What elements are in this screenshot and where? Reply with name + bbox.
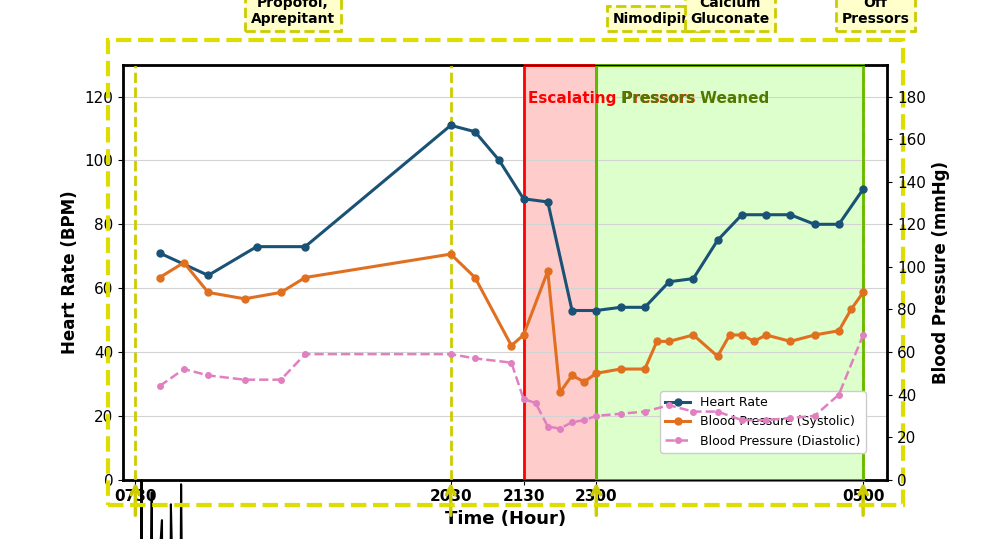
Blood Pressure (Systolic) <box>542 268 554 274</box>
Blood Pressure (Diastolic) <box>712 409 724 415</box>
Blood Pressure (Systolic) <box>760 331 772 338</box>
Heart Rate <box>639 304 651 310</box>
Heart Rate <box>857 186 869 192</box>
Blood Pressure (Diastolic) <box>154 383 166 389</box>
Blood Pressure (Systolic) <box>445 251 457 257</box>
Heart Rate <box>736 211 747 218</box>
Blood Pressure (Systolic) <box>239 295 250 302</box>
Blood Pressure (Diastolic) <box>857 331 869 338</box>
Blood Pressure (Systolic) <box>275 289 287 296</box>
Blood Pressure (Diastolic) <box>760 417 772 423</box>
Blood Pressure (Diastolic) <box>300 351 312 357</box>
Blood Pressure (Systolic) <box>202 289 214 296</box>
Bar <box>524 65 597 480</box>
Heart Rate <box>614 304 626 310</box>
Blood Pressure (Systolic) <box>748 338 760 344</box>
Heart Rate <box>712 237 724 244</box>
Blood Pressure (Systolic) <box>736 331 747 338</box>
Blood Pressure (Diastolic) <box>809 413 820 419</box>
Blood Pressure (Systolic) <box>469 274 481 281</box>
Heart Rate <box>785 211 797 218</box>
Blood Pressure (Diastolic) <box>785 414 797 421</box>
Heart Rate <box>300 244 312 250</box>
Heart Rate <box>833 221 845 227</box>
Text: Propofol,
Aprepitant: Propofol, Aprepitant <box>251 0 335 26</box>
Blood Pressure (Diastolic) <box>529 400 541 406</box>
Blood Pressure (Systolic) <box>845 306 857 313</box>
Blood Pressure (Diastolic) <box>664 402 675 409</box>
Blood Pressure (Systolic) <box>724 331 736 338</box>
Blood Pressure (Diastolic) <box>506 360 518 366</box>
Heart Rate <box>591 307 602 314</box>
Blood Pressure (Systolic) <box>300 274 312 281</box>
Heart Rate <box>809 221 820 227</box>
Line: Heart Rate: Heart Rate <box>156 122 867 314</box>
Blood Pressure (Systolic) <box>651 338 663 344</box>
Text: Pressors Weaned: Pressors Weaned <box>620 91 769 106</box>
Blood Pressure (Systolic) <box>178 259 190 266</box>
Blood Pressure (Systolic) <box>857 289 869 296</box>
Blood Pressure (Systolic) <box>687 331 699 338</box>
Heart Rate <box>445 122 457 129</box>
Blood Pressure (Systolic) <box>712 353 724 360</box>
Blood Pressure (Diastolic) <box>275 376 287 383</box>
Line: Blood Pressure (Systolic): Blood Pressure (Systolic) <box>156 251 867 396</box>
Blood Pressure (Diastolic) <box>578 417 590 423</box>
Text: Nimodipine: Nimodipine <box>612 12 701 26</box>
Blood Pressure (Diastolic) <box>687 409 699 415</box>
Blood Pressure (Diastolic) <box>542 423 554 430</box>
Blood Pressure (Systolic) <box>154 274 166 281</box>
Legend: Heart Rate, Blood Pressure (Systolic), Blood Pressure (Diastolic): Heart Rate, Blood Pressure (Systolic), B… <box>661 391 866 453</box>
Blood Pressure (Diastolic) <box>239 376 250 383</box>
Blood Pressure (Diastolic) <box>554 425 566 432</box>
Text: Escalating Pressors: Escalating Pressors <box>528 91 696 106</box>
Blood Pressure (Systolic) <box>591 370 602 377</box>
Blood Pressure (Systolic) <box>664 338 675 344</box>
Heart Rate <box>542 199 554 205</box>
Bar <box>597 65 863 480</box>
Line: Blood Pressure (Diastolic): Blood Pressure (Diastolic) <box>157 332 866 431</box>
Blood Pressure (Diastolic) <box>639 409 651 415</box>
Heart Rate <box>154 250 166 256</box>
Blood Pressure (Systolic) <box>566 372 578 379</box>
Heart Rate <box>518 196 529 202</box>
Blood Pressure (Diastolic) <box>202 372 214 379</box>
Blood Pressure (Diastolic) <box>469 355 481 362</box>
Blood Pressure (Systolic) <box>785 338 797 344</box>
Blood Pressure (Diastolic) <box>833 391 845 398</box>
X-axis label: Time (Hour): Time (Hour) <box>445 510 566 528</box>
Heart Rate <box>566 307 578 314</box>
Heart Rate <box>250 244 262 250</box>
Y-axis label: Blood Pressure (mmHg): Blood Pressure (mmHg) <box>932 161 950 384</box>
Heart Rate <box>664 279 675 285</box>
Heart Rate <box>469 128 481 135</box>
Blood Pressure (Systolic) <box>506 342 518 349</box>
Heart Rate <box>687 275 699 282</box>
Blood Pressure (Diastolic) <box>566 419 578 425</box>
Blood Pressure (Systolic) <box>578 378 590 385</box>
Blood Pressure (Diastolic) <box>736 417 747 423</box>
Heart Rate <box>202 272 214 279</box>
Blood Pressure (Systolic) <box>518 331 529 338</box>
Blood Pressure (Diastolic) <box>178 366 190 372</box>
Text: Calcium
Gluconate: Calcium Gluconate <box>690 0 769 26</box>
Blood Pressure (Diastolic) <box>614 411 626 417</box>
Blood Pressure (Systolic) <box>554 389 566 396</box>
Heart Rate <box>493 157 505 164</box>
Y-axis label: Heart Rate (BPM): Heart Rate (BPM) <box>61 190 79 354</box>
Blood Pressure (Systolic) <box>639 366 651 372</box>
Heart Rate <box>760 211 772 218</box>
Blood Pressure (Diastolic) <box>518 396 529 402</box>
Blood Pressure (Diastolic) <box>445 351 457 357</box>
Text: Off
Pressors: Off Pressors <box>841 0 909 26</box>
Blood Pressure (Systolic) <box>833 328 845 334</box>
Blood Pressure (Systolic) <box>809 331 820 338</box>
Blood Pressure (Diastolic) <box>591 413 602 419</box>
Blood Pressure (Systolic) <box>614 366 626 372</box>
